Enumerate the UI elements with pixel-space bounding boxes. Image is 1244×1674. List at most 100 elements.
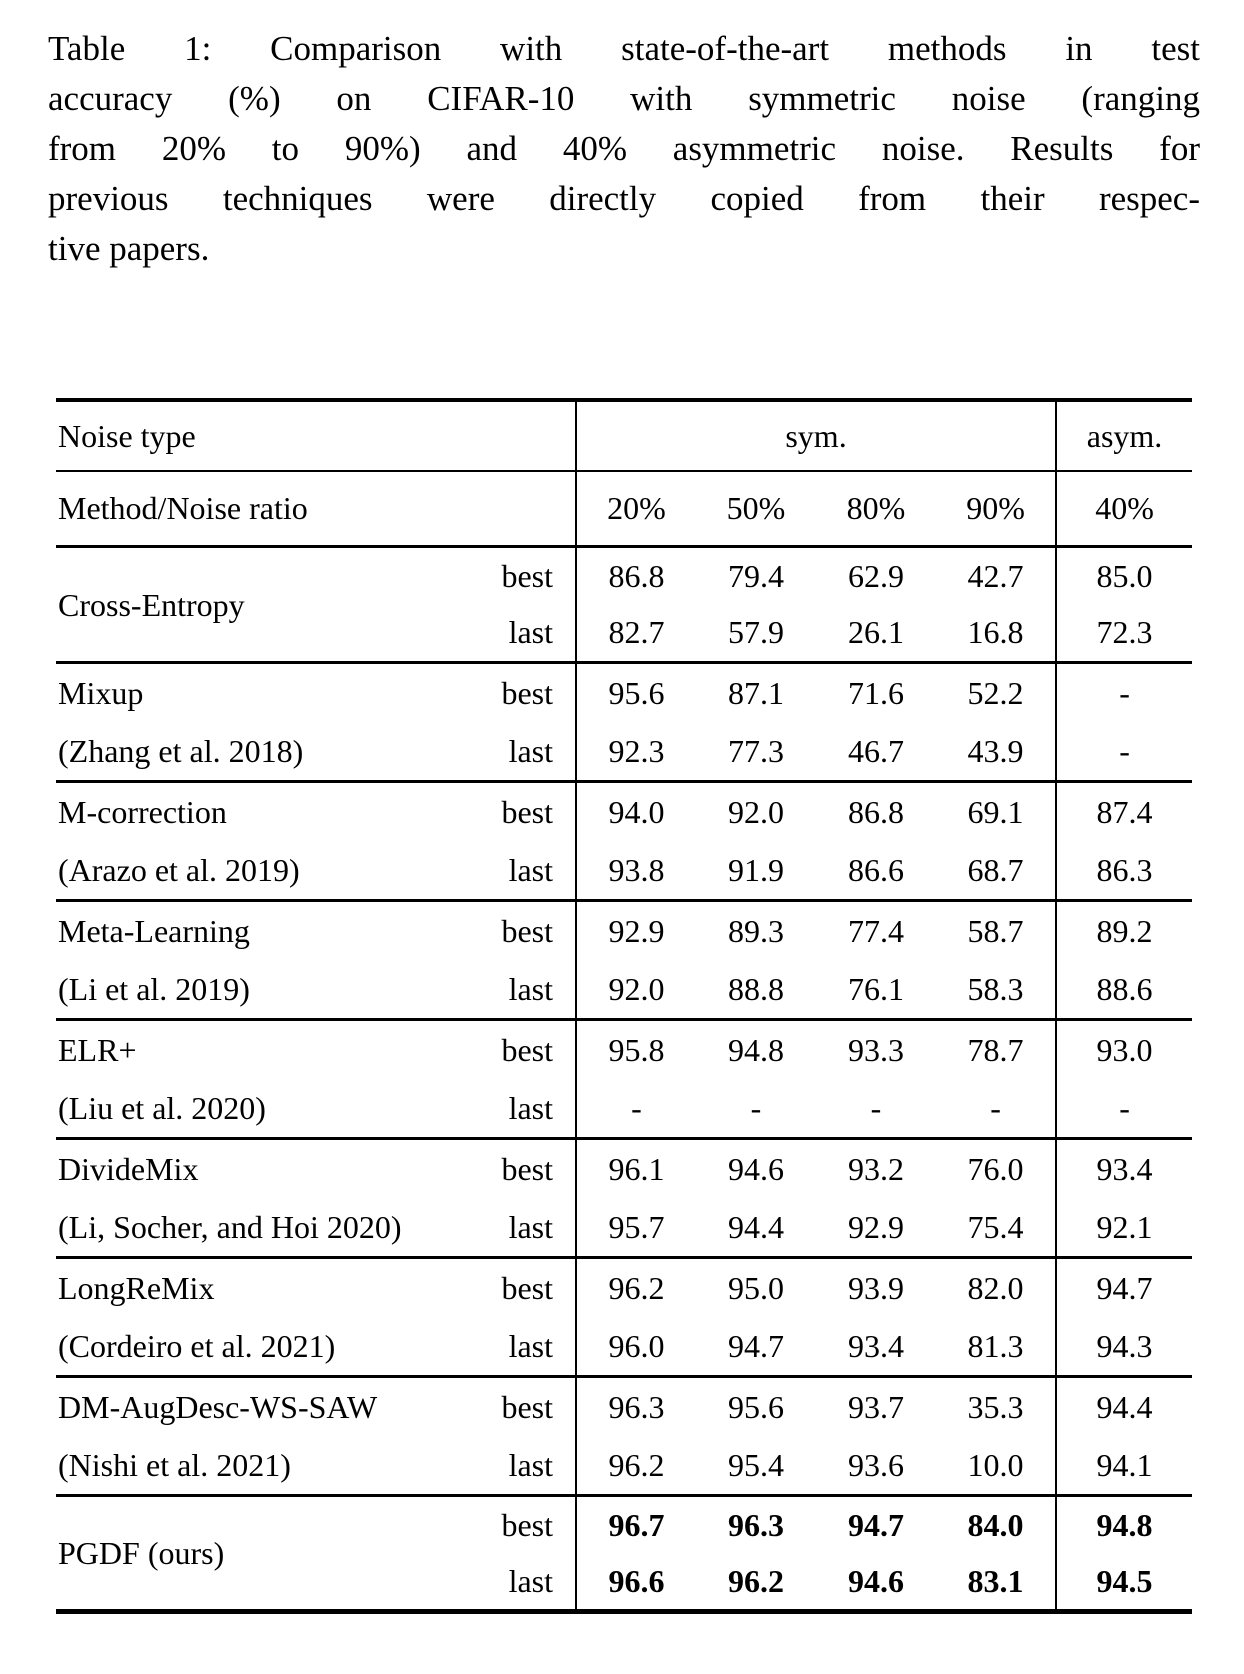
value-cell: 96.2: [608, 1269, 665, 1306]
method-name: M-correction: [58, 794, 227, 830]
table-row: last 96.6 96.2 94.6 83.1 94.5: [56, 1553, 1193, 1612]
ratio-header: 90%: [936, 471, 1057, 548]
value-cell: 93.2: [848, 1150, 904, 1187]
method-group-dm-augdesc: DM-AugDesc-WS-SAW (Nishi et al. 2021) be…: [56, 1376, 1193, 1496]
value-cell: 81.3: [967, 1327, 1024, 1364]
value-cell: 93.4: [1055, 1138, 1193, 1198]
value-cell: 82.0: [967, 1269, 1024, 1306]
value-cell: 92.0: [608, 970, 665, 1007]
method-group-m-correction: M-correction (Arazo et al. 2019) best 94…: [56, 781, 1193, 901]
method-citation: (Cordeiro et al. 2021): [58, 1328, 336, 1364]
value-cell: 58.7: [967, 912, 1024, 949]
method-group-cross-entropy: Cross-Entropy best 86.8 79.4 62.9 42.7 8…: [56, 546, 1193, 663]
method-cell: DivideMix (Li, Socher, and Hoi 2020): [56, 1139, 454, 1258]
value-cell: 95.8: [608, 1031, 665, 1068]
table-row: Cross-Entropy best 86.8 79.4 62.9 42.7 8…: [56, 546, 1193, 623]
method-citation: (Liu et al. 2020): [58, 1090, 266, 1126]
table-row: last 96.2 95.4 93.6 10.0 94.1: [56, 1436, 1193, 1496]
value-cell: 52.2: [967, 674, 1024, 711]
value-cell: 94.7: [1055, 1257, 1193, 1317]
value-cell: 71.6: [848, 674, 904, 711]
table-row: DivideMix (Li, Socher, and Hoi 2020) bes…: [56, 1138, 1193, 1245]
value-cell: 86.6: [848, 851, 904, 888]
table-row: last 95.7 94.4 92.9 75.4 92.1: [56, 1198, 1193, 1258]
value-cell: 16.8: [967, 614, 1024, 651]
ratio-header: 40%: [1055, 471, 1193, 548]
value-cell: 96.2: [728, 1562, 784, 1599]
method-cell: ELR+ (Liu et al. 2020): [56, 1020, 454, 1139]
value-cell: -: [631, 1089, 642, 1126]
method-cell: Cross-Entropy: [56, 547, 454, 663]
value-cell: 94.0: [608, 793, 665, 830]
value-cell: 84.0: [967, 1506, 1024, 1543]
value-cell: 94.7: [848, 1506, 904, 1543]
value-cell: 93.4: [848, 1327, 904, 1364]
value-cell: 86.3: [1055, 841, 1193, 901]
row-label: last: [454, 1436, 577, 1496]
row-label: last: [454, 1553, 577, 1612]
method-cell: LongReMix (Cordeiro et al. 2021): [56, 1258, 454, 1377]
method-citation: (Nishi et al. 2021): [58, 1447, 291, 1483]
caption-line: previous techniques were directly copied…: [48, 179, 1200, 218]
value-cell: 76.1: [848, 970, 904, 1007]
table-row: LongReMix (Cordeiro et al. 2021) best 96…: [56, 1257, 1193, 1364]
value-cell: 87.4: [1055, 781, 1193, 841]
value-cell: 89.3: [728, 912, 784, 949]
noise-type-label: Noise type: [56, 400, 577, 472]
method-group-mixup: Mixup (Zhang et al. 2018) best 95.6 87.1…: [56, 662, 1193, 782]
row-label: best: [454, 546, 577, 605]
value-cell: 92.9: [848, 1208, 904, 1245]
row-label: last: [454, 960, 577, 1020]
value-cell: -: [870, 1089, 882, 1126]
value-cell: 96.0: [608, 1327, 665, 1364]
value-cell: 69.1: [967, 793, 1024, 830]
value-cell: 92.9: [608, 912, 665, 949]
value-cell: 94.6: [728, 1150, 784, 1187]
value-cell: 43.9: [967, 732, 1024, 769]
table-row: ELR+ (Liu et al. 2020) best 95.8 94.8 93…: [56, 1019, 1193, 1126]
value-cell: 96.3: [608, 1388, 665, 1425]
method-cell: Meta-Learning (Li et al. 2019): [56, 901, 454, 1020]
row-label: best: [454, 1019, 577, 1079]
value-cell: 26.1: [848, 614, 904, 651]
value-cell: 88.8: [728, 970, 784, 1007]
ratio-header: 80%: [816, 471, 936, 548]
value-cell: 77.3: [728, 732, 784, 769]
value-cell: 95.6: [728, 1388, 784, 1425]
value-cell: 89.2: [1055, 900, 1193, 960]
method-name: DivideMix: [58, 1151, 199, 1187]
method-group-longremix: LongReMix (Cordeiro et al. 2021) best 96…: [56, 1257, 1193, 1377]
value-cell: 95.4: [728, 1446, 784, 1483]
value-cell: 76.0: [967, 1150, 1024, 1187]
value-cell: 62.9: [848, 557, 904, 594]
value-cell: 57.9: [728, 614, 784, 651]
value-cell: 79.4: [728, 557, 784, 594]
method-cell: DM-AugDesc-WS-SAW (Nishi et al. 2021): [56, 1377, 454, 1496]
value-cell: 94.4: [1055, 1376, 1193, 1436]
row-label: best: [454, 1138, 577, 1198]
method-group-meta-learning: Meta-Learning (Li et al. 2019) best 92.9…: [56, 900, 1193, 1020]
value-cell: 83.1: [967, 1562, 1024, 1599]
caption-line: tive papers.: [48, 229, 210, 268]
value-cell: 94.4: [728, 1208, 784, 1245]
value-cell: 92.1: [1055, 1198, 1193, 1258]
row-label: last: [454, 1317, 577, 1377]
value-cell: 77.4: [848, 912, 904, 949]
method-name: DM-AugDesc-WS-SAW: [58, 1389, 378, 1425]
table-row: last - - - - -: [56, 1079, 1193, 1139]
table-row: DM-AugDesc-WS-SAW (Nishi et al. 2021) be…: [56, 1376, 1193, 1483]
method-cell: M-correction (Arazo et al. 2019): [56, 782, 454, 901]
method-name: ELR+: [58, 1032, 137, 1068]
value-cell: -: [1055, 722, 1193, 782]
value-cell: 93.9: [848, 1269, 904, 1306]
value-cell: 95.7: [608, 1208, 665, 1245]
value-cell: 93.3: [848, 1031, 904, 1068]
value-cell: 68.7: [967, 851, 1024, 888]
table-row: last 92.3 77.3 46.7 43.9 -: [56, 722, 1193, 782]
method-ratio-label: Method/Noise ratio: [56, 471, 577, 548]
caption-line: from 20% to 90%) and 40% asymmetric nois…: [48, 129, 1200, 168]
paper-page: Table 1: Comparison with state-of-the-ar…: [48, 29, 1200, 1614]
table-row: last 82.7 57.9 26.1 16.8 72.3: [56, 604, 1193, 663]
value-cell: 94.6: [848, 1562, 904, 1599]
row-label: last: [454, 841, 577, 901]
